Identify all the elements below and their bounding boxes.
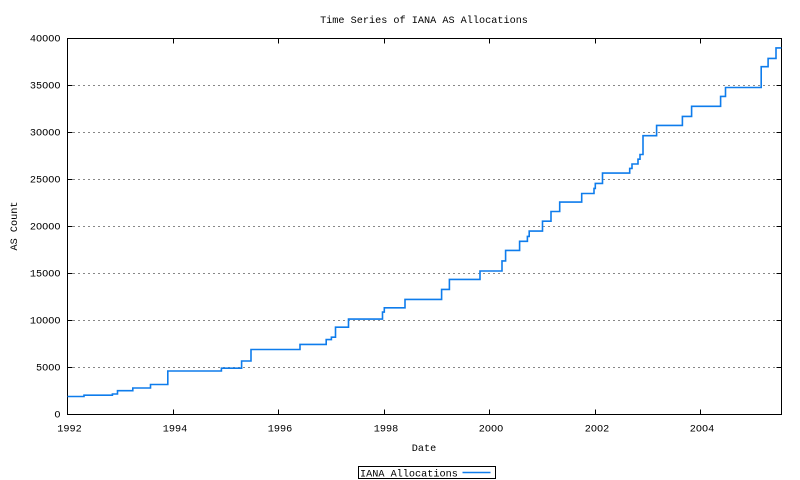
svg-text:1OOOO: 1OOOO [30,317,61,328]
svg-text:5OOO: 5OOO [36,364,60,375]
svg-text:Date: Date [412,444,436,455]
svg-text:IANA Allocations: IANA Allocations [360,469,458,480]
svg-text:2OOOO: 2OOOO [30,223,61,234]
svg-text:2OO4: 2OO4 [690,425,714,436]
svg-text:1998: 1998 [374,425,398,436]
svg-text:Time Series of IANA AS Allocat: Time Series of IANA AS Allocations [320,15,528,27]
svg-text:2OOO: 2OOO [479,425,503,436]
svg-text:2OO2: 2OO2 [585,425,609,436]
svg-text:25OOO: 25OOO [30,176,61,187]
svg-text:1994: 1994 [163,425,187,436]
svg-text:3OOOO: 3OOOO [30,129,61,140]
svg-text:1992: 1992 [57,425,81,436]
svg-text:O: O [54,411,60,422]
svg-text:35OOO: 35OOO [30,82,61,93]
svg-text:4OOOO: 4OOOO [30,35,61,46]
svg-text:AS Count: AS Count [10,202,21,251]
svg-text:15OOO: 15OOO [30,270,61,281]
svg-text:1996: 1996 [268,425,292,436]
